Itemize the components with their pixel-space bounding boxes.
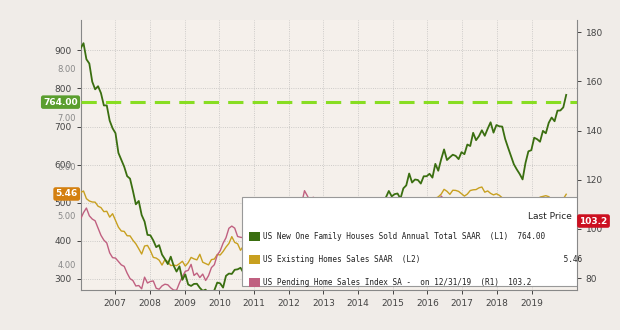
Text: US Existing Homes Sales SAAR  (L2)                               5.46: US Existing Homes Sales SAAR (L2) 5.46 xyxy=(263,255,582,264)
Text: 8.00: 8.00 xyxy=(57,64,76,74)
Text: US New One Family Houses Sold Annual Total SAAR  (L1)  764.00: US New One Family Houses Sold Annual Tot… xyxy=(263,232,545,241)
FancyBboxPatch shape xyxy=(242,197,579,286)
Text: 5.00: 5.00 xyxy=(57,212,76,221)
Text: 5.46: 5.46 xyxy=(56,189,78,198)
Text: 103.2: 103.2 xyxy=(579,216,608,225)
Text: 764.00: 764.00 xyxy=(43,98,78,107)
Text: US Pending Home Sales Index SA -  on 12/31/19  (R1)  103.2: US Pending Home Sales Index SA - on 12/3… xyxy=(263,278,531,287)
Bar xyxy=(249,232,260,241)
Bar xyxy=(249,278,260,287)
Text: Last Price: Last Price xyxy=(528,212,572,221)
Text: 4.00: 4.00 xyxy=(57,261,76,270)
Bar xyxy=(249,255,260,264)
Text: 6.00: 6.00 xyxy=(57,163,76,172)
Text: 7.00: 7.00 xyxy=(57,114,76,123)
